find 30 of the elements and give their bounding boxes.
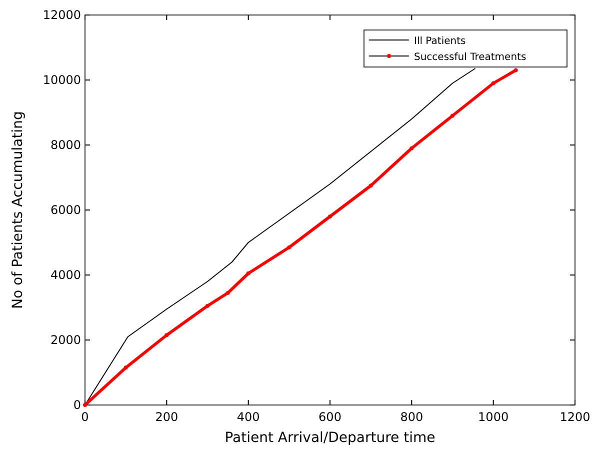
point <box>368 184 373 188</box>
point <box>287 245 292 250</box>
legend-label: Ill Patients <box>414 36 466 47</box>
x-tick-label: 800 <box>400 410 424 424</box>
point <box>246 271 250 276</box>
y-tick-label: 12000 <box>42 8 81 22</box>
y-tick-label: 10000 <box>42 73 81 87</box>
x-tick-label: 600 <box>318 410 342 424</box>
point <box>226 290 230 295</box>
y-tick-label: 0 <box>73 398 81 412</box>
legend-label: Successful Treatments <box>414 52 526 63</box>
y-tick-label: 8000 <box>50 138 81 152</box>
point <box>164 333 169 338</box>
x-tick-label: 400 <box>236 410 260 424</box>
y-tick-label: 4000 <box>50 268 81 282</box>
y-tick-label: 6000 <box>50 203 81 217</box>
y-tick-label: 2000 <box>50 333 81 347</box>
x-tick-label: 1000 <box>478 410 509 424</box>
point <box>410 146 414 150</box>
x-axis-title: Patient Arrival/Departure time <box>224 430 436 446</box>
x-tick-label: 200 <box>155 410 178 424</box>
point <box>450 114 454 118</box>
point <box>491 81 496 86</box>
y-axis-title: No of Patients Accumulating <box>10 111 26 309</box>
point <box>124 366 128 370</box>
point <box>83 403 87 407</box>
point <box>328 214 332 218</box>
point <box>206 304 210 308</box>
x-tick-label: 1200 <box>560 410 590 424</box>
point <box>514 68 518 72</box>
